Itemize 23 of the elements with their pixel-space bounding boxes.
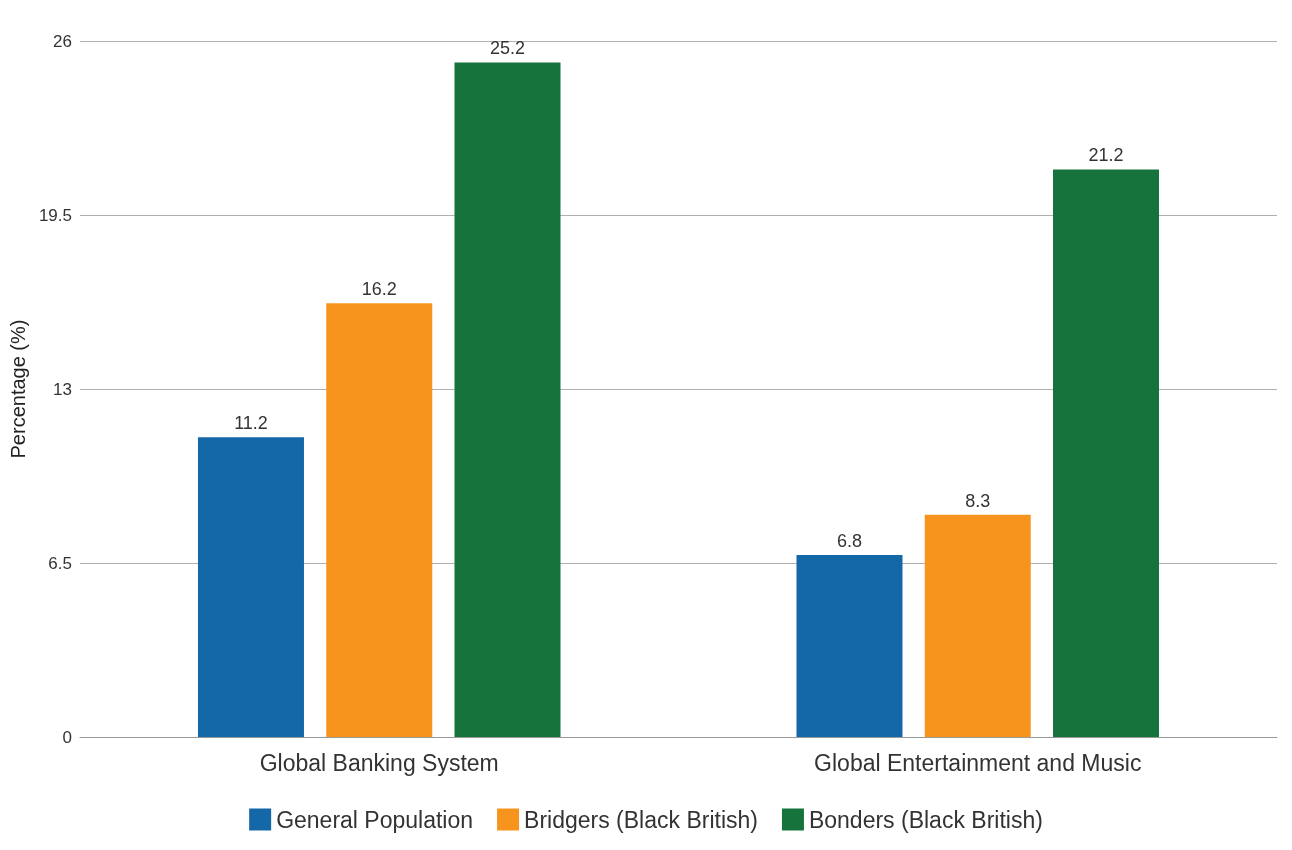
- data-label: 16.2: [361, 279, 397, 300]
- bar: [796, 554, 903, 737]
- y-tick-label: 0: [62, 727, 72, 747]
- bar: [326, 303, 433, 737]
- x-tick-label: Global Entertainment and Music: [814, 749, 1142, 776]
- y-tick-label: 13: [53, 379, 72, 399]
- y-tick-label: 19.5: [38, 205, 72, 225]
- x-tick-label: Global Banking System: [259, 749, 499, 776]
- data-label: 6.8: [836, 530, 862, 551]
- bar: [454, 62, 561, 737]
- bar: [197, 437, 304, 737]
- y-tick-label: 26: [53, 31, 72, 51]
- legend-label: General Population: [276, 806, 474, 833]
- legend-label: Bridgers (Black British): [524, 806, 758, 833]
- data-label: 8.3: [965, 490, 991, 511]
- legend-label: Bonders (Black British): [808, 806, 1043, 833]
- bar: [1053, 169, 1160, 737]
- data-label: 25.2: [489, 38, 526, 59]
- data-label: 21.2: [1088, 145, 1124, 166]
- data-label: 11.2: [234, 413, 268, 434]
- bar: [924, 514, 1031, 737]
- y-tick-label: 6.5: [48, 553, 72, 573]
- y-axis-title: Percentage (%): [7, 319, 29, 459]
